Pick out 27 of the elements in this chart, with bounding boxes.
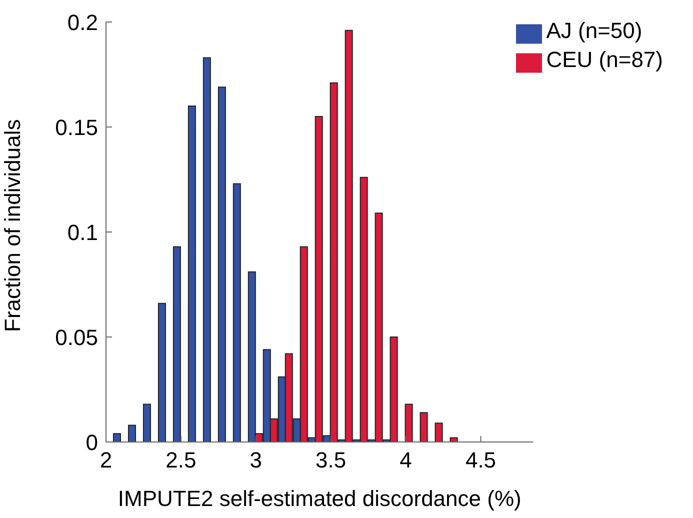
bar xyxy=(232,183,241,442)
y-tick-label: 0.05 xyxy=(55,324,98,350)
x-axis-title: IMPUTE2 self-estimated discordance (%) xyxy=(118,486,522,511)
bar xyxy=(202,57,211,442)
y-tick-label: 0.1 xyxy=(67,220,98,245)
x-tick-label: 3 xyxy=(250,448,262,473)
bar xyxy=(218,86,226,442)
x-tick-label: 4 xyxy=(400,448,412,473)
bar xyxy=(404,404,413,442)
bar xyxy=(158,302,166,442)
legend-label: AJ (n=50) xyxy=(546,18,642,43)
y-axis-title: Fraction of individuals xyxy=(0,119,25,332)
bar xyxy=(142,404,151,442)
x-tick-label: 2.5 xyxy=(166,448,196,473)
y-tick-label: 0 xyxy=(86,430,98,455)
bar xyxy=(172,246,181,442)
bar xyxy=(420,412,428,442)
bar xyxy=(188,106,196,442)
bar xyxy=(112,433,121,442)
bar xyxy=(434,422,443,442)
y-tick-label: 0.2 xyxy=(67,10,98,35)
x-tick-label: 2 xyxy=(100,448,112,473)
y-tick-label: 0.15 xyxy=(55,114,98,140)
bar xyxy=(128,424,136,442)
legend-label: CEU (n=87) xyxy=(546,46,663,72)
x-tick-label: 4.5 xyxy=(465,448,496,473)
x-tick-label: 3.5 xyxy=(316,448,346,473)
